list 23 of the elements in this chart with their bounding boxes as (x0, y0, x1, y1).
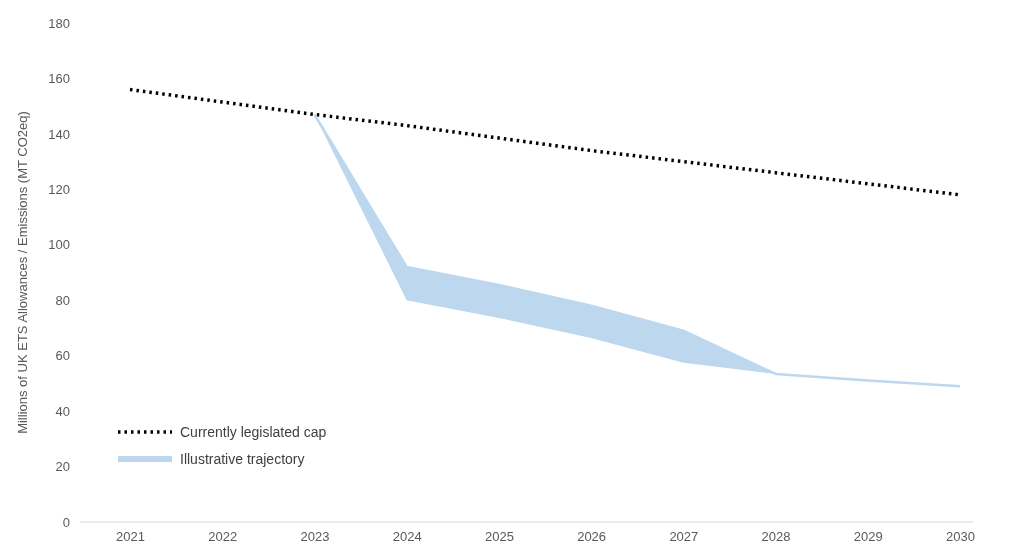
y-axis-title: Millions of UK ETS Allowances / Emissions (MT CO2eq) (15, 111, 30, 434)
x-tick-label: 2022 (208, 529, 238, 545)
y-tick-label: 60 (55, 348, 70, 364)
y-tick-label: 140 (48, 126, 70, 142)
y-tick-label: 180 (48, 15, 70, 31)
y-tick-label: 0 (62, 514, 70, 530)
y-tick-label: 120 (48, 181, 70, 197)
x-tick-label: 2021 (116, 529, 145, 545)
y-tick-label: 20 (55, 459, 70, 475)
x-tick-label: 2030 (946, 529, 975, 545)
legend-label: Currently legislated cap (180, 424, 327, 440)
x-tick-label: 2025 (484, 529, 514, 545)
x-tick-label: 2029 (853, 529, 883, 545)
y-tick-label: 80 (55, 292, 70, 308)
y-tick-label: 100 (48, 237, 70, 253)
y-tick-label: 160 (48, 71, 70, 87)
x-tick-label: 2027 (669, 529, 699, 545)
x-tick-label: 2024 (392, 529, 422, 545)
legend-label: Illustrative trajectory (180, 451, 305, 467)
x-tick-label: 2028 (761, 529, 791, 545)
x-tick-label: 2026 (577, 529, 607, 545)
y-tick-label: 40 (55, 403, 70, 419)
x-tick-label: 2023 (300, 529, 330, 545)
